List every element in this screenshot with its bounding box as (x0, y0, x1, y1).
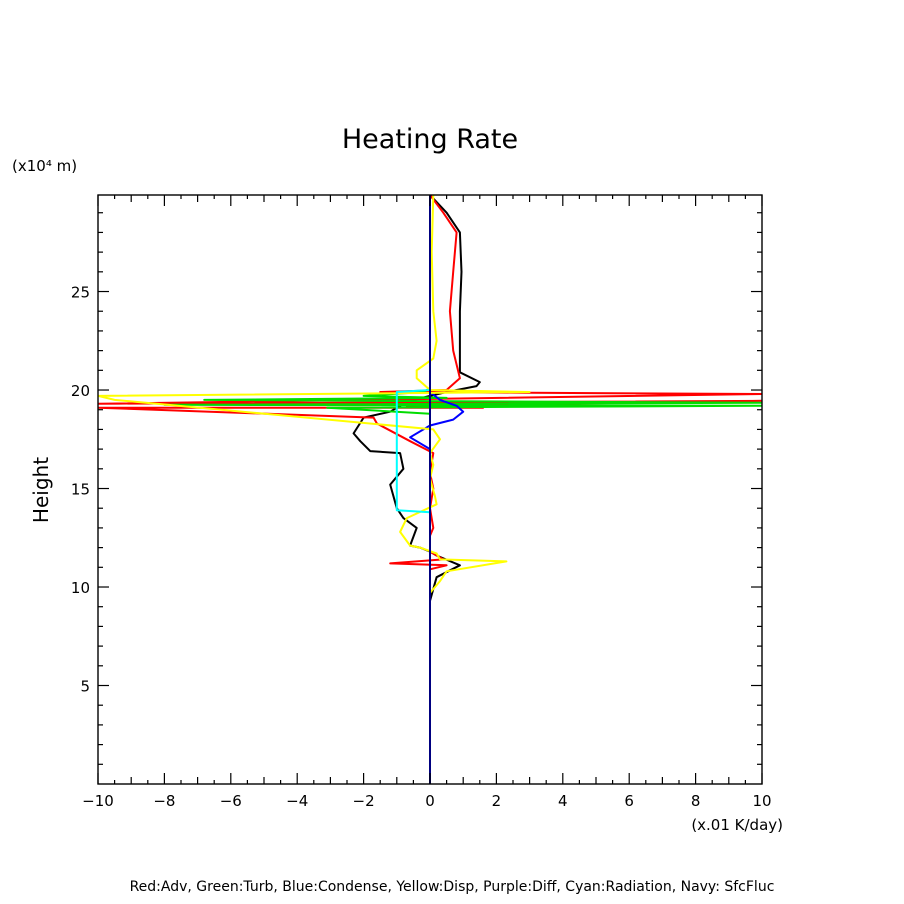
chart-title: Heating Rate (342, 124, 518, 155)
series-adv-line (98, 195, 762, 784)
y-tick-label: 20 (71, 382, 90, 400)
series-diff-line (352, 195, 481, 784)
series-layer (98, 195, 762, 784)
y-unit-label: (x10⁴ m) (12, 157, 77, 175)
legend-caption: Red:Adv, Green:Turb, Blue:Condense, Yell… (130, 879, 775, 895)
tick-layer: −10 −8 −6 −4 −2 0 2 4 6 8 10 5 10 15 20 25 (71, 195, 772, 810)
x-tick-label: 6 (624, 792, 634, 810)
x-tick-label: −2 (353, 792, 375, 810)
series-radiation-line (395, 195, 431, 784)
y-tick-label: 10 (71, 579, 90, 597)
x-tick-label: 8 (691, 792, 701, 810)
series-disp-line (98, 195, 531, 784)
y-tick-label: 25 (71, 284, 90, 302)
y-axis-title: Height (29, 457, 53, 523)
x-unit-label: (x.01 K/day) (691, 816, 783, 834)
plot-area: −10 −8 −6 −4 −2 0 2 4 6 8 10 5 10 15 20 25 (71, 194, 772, 810)
x-tick-label: −4 (286, 792, 308, 810)
y-tick-label: 15 (71, 481, 90, 499)
x-tick-label: −10 (82, 792, 114, 810)
x-tick-label: 4 (558, 792, 568, 810)
y-tick-label: 5 (80, 678, 90, 696)
x-tick-label: 10 (752, 792, 771, 810)
x-tick-label: 0 (425, 792, 435, 810)
series-condense-line (409, 195, 465, 784)
x-tick-label: −6 (220, 792, 242, 810)
series-turb-line (163, 195, 762, 784)
x-tick-label: −8 (153, 792, 175, 810)
x-tick-label: 2 (492, 792, 502, 810)
